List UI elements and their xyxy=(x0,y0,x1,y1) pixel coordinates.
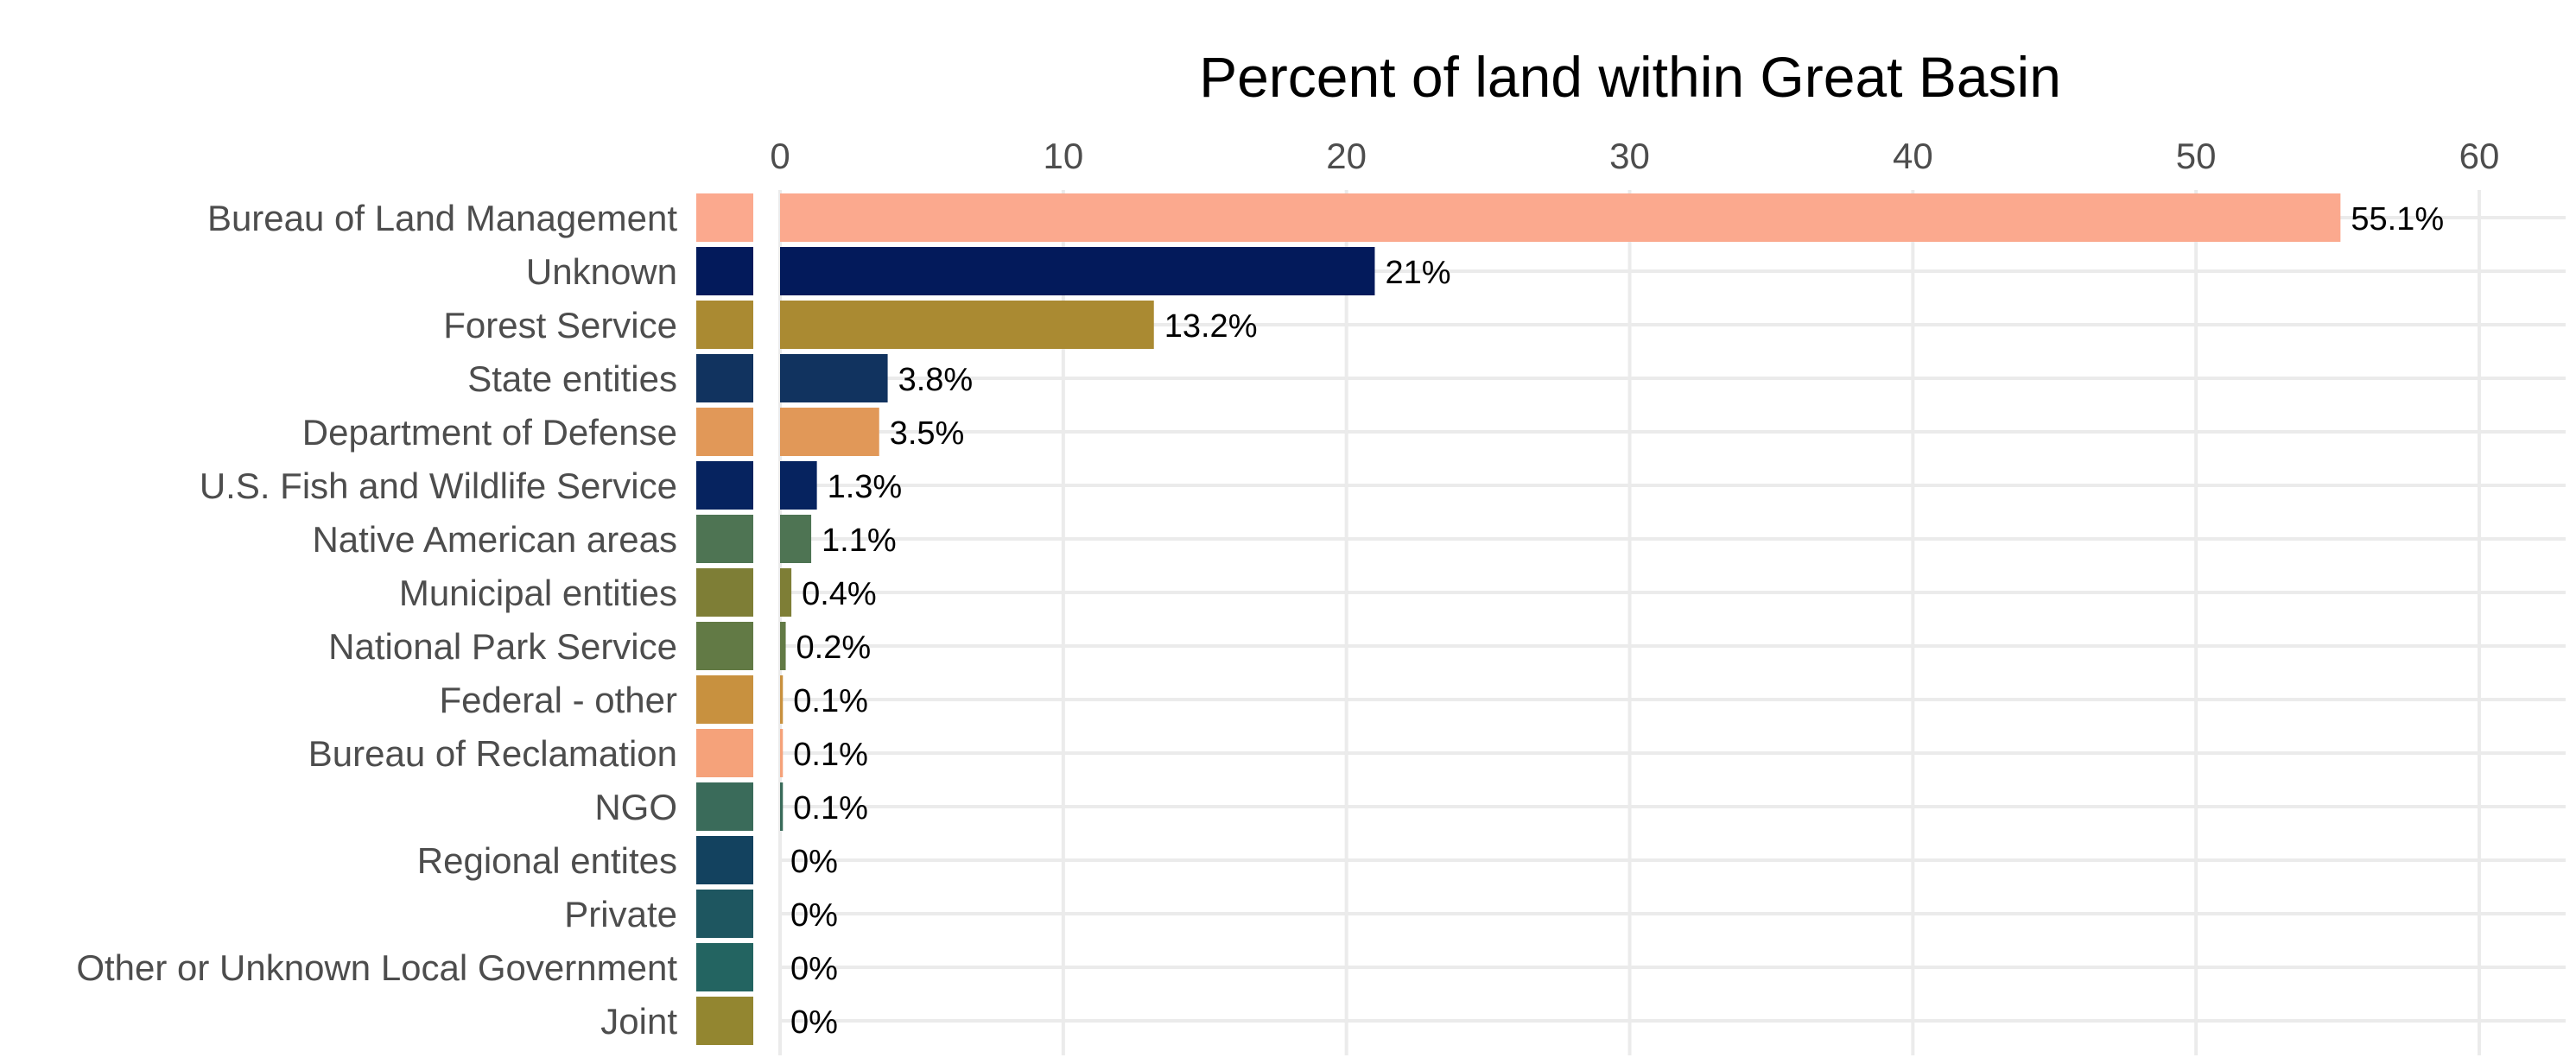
bar xyxy=(780,622,786,670)
value-label: 0.4% xyxy=(802,576,877,612)
category-swatch xyxy=(696,997,753,1045)
category-label: State entities xyxy=(467,358,677,399)
bars xyxy=(780,193,2341,831)
x-axis-ticks: 0 10 20 30 40 50 60 xyxy=(770,136,2499,176)
category-label: Regional entites xyxy=(417,840,677,881)
category-label: Department of Defense xyxy=(302,412,677,453)
category-label: National Park Service xyxy=(328,626,677,667)
category-label: Bureau of Land Management xyxy=(207,198,677,238)
value-label: 0.1% xyxy=(793,683,868,719)
value-label: 3.5% xyxy=(890,415,965,452)
x-tick-label: 0 xyxy=(770,136,790,176)
bar xyxy=(780,247,1375,295)
category-label: Municipal entities xyxy=(399,573,677,613)
category-swatch xyxy=(696,675,753,724)
value-label: 0.1% xyxy=(793,790,868,826)
bar xyxy=(780,568,792,617)
value-labels: 55.1% 21% 13.2% 3.8% 3.5% 1.3% 1.1% 0.4% 0.2% 0.1… xyxy=(790,201,2444,1041)
category-label: Joint xyxy=(600,1001,677,1042)
category-swatch xyxy=(696,301,753,349)
category-label: NGO xyxy=(594,787,677,827)
category-swatches xyxy=(696,193,753,1045)
category-swatch xyxy=(696,247,753,295)
category-labels: Bureau of Land Management Unknown Forest S… xyxy=(76,198,677,1042)
category-swatch xyxy=(696,890,753,938)
category-swatch xyxy=(696,836,753,884)
chart-title: Percent of land within Great Basin xyxy=(1199,45,2061,109)
value-label: 13.2% xyxy=(1164,308,1258,345)
category-swatch xyxy=(696,408,753,456)
x-tick-label: 50 xyxy=(2176,136,2217,176)
category-label: Forest Service xyxy=(443,305,677,345)
bar xyxy=(780,782,784,831)
x-tick-label: 60 xyxy=(2459,136,2500,176)
category-swatch xyxy=(696,515,753,563)
bar xyxy=(780,515,812,563)
bar xyxy=(780,301,1154,349)
category-label: Private xyxy=(564,894,677,934)
x-tick-label: 20 xyxy=(1326,136,1367,176)
bar xyxy=(780,729,784,777)
category-swatch xyxy=(696,193,753,242)
category-swatch xyxy=(696,943,753,991)
value-label: 0.2% xyxy=(796,630,872,666)
value-label: 0% xyxy=(790,897,838,934)
bar xyxy=(780,461,817,510)
bar xyxy=(780,408,879,456)
value-label: 0.1% xyxy=(793,737,868,773)
x-tick-label: 40 xyxy=(1893,136,1933,176)
category-swatch xyxy=(696,622,753,670)
category-label: Unknown xyxy=(526,251,677,292)
category-swatch xyxy=(696,354,753,402)
value-label: 1.1% xyxy=(822,522,897,559)
value-label: 0% xyxy=(790,1004,838,1041)
category-label: Federal - other xyxy=(440,680,677,720)
value-label: 0% xyxy=(790,844,838,880)
category-swatch xyxy=(696,729,753,777)
value-label: 21% xyxy=(1385,255,1450,291)
category-swatch xyxy=(696,568,753,617)
category-label: Other or Unknown Local Government xyxy=(76,947,677,988)
bar xyxy=(780,354,888,402)
category-label: Bureau of Reclamation xyxy=(308,733,677,774)
value-label: 55.1% xyxy=(2351,201,2444,238)
category-swatch xyxy=(696,461,753,510)
value-label: 1.3% xyxy=(828,469,903,505)
category-label: U.S. Fish and Wildlife Service xyxy=(200,466,677,506)
category-label: Native American areas xyxy=(312,519,677,560)
grid xyxy=(778,190,2566,1055)
category-swatch xyxy=(696,782,753,831)
bar xyxy=(780,675,784,724)
x-tick-label: 10 xyxy=(1043,136,1083,176)
value-label: 0% xyxy=(790,951,838,987)
x-tick-label: 30 xyxy=(1609,136,1650,176)
value-label: 3.8% xyxy=(898,362,974,398)
bar xyxy=(780,193,2341,242)
